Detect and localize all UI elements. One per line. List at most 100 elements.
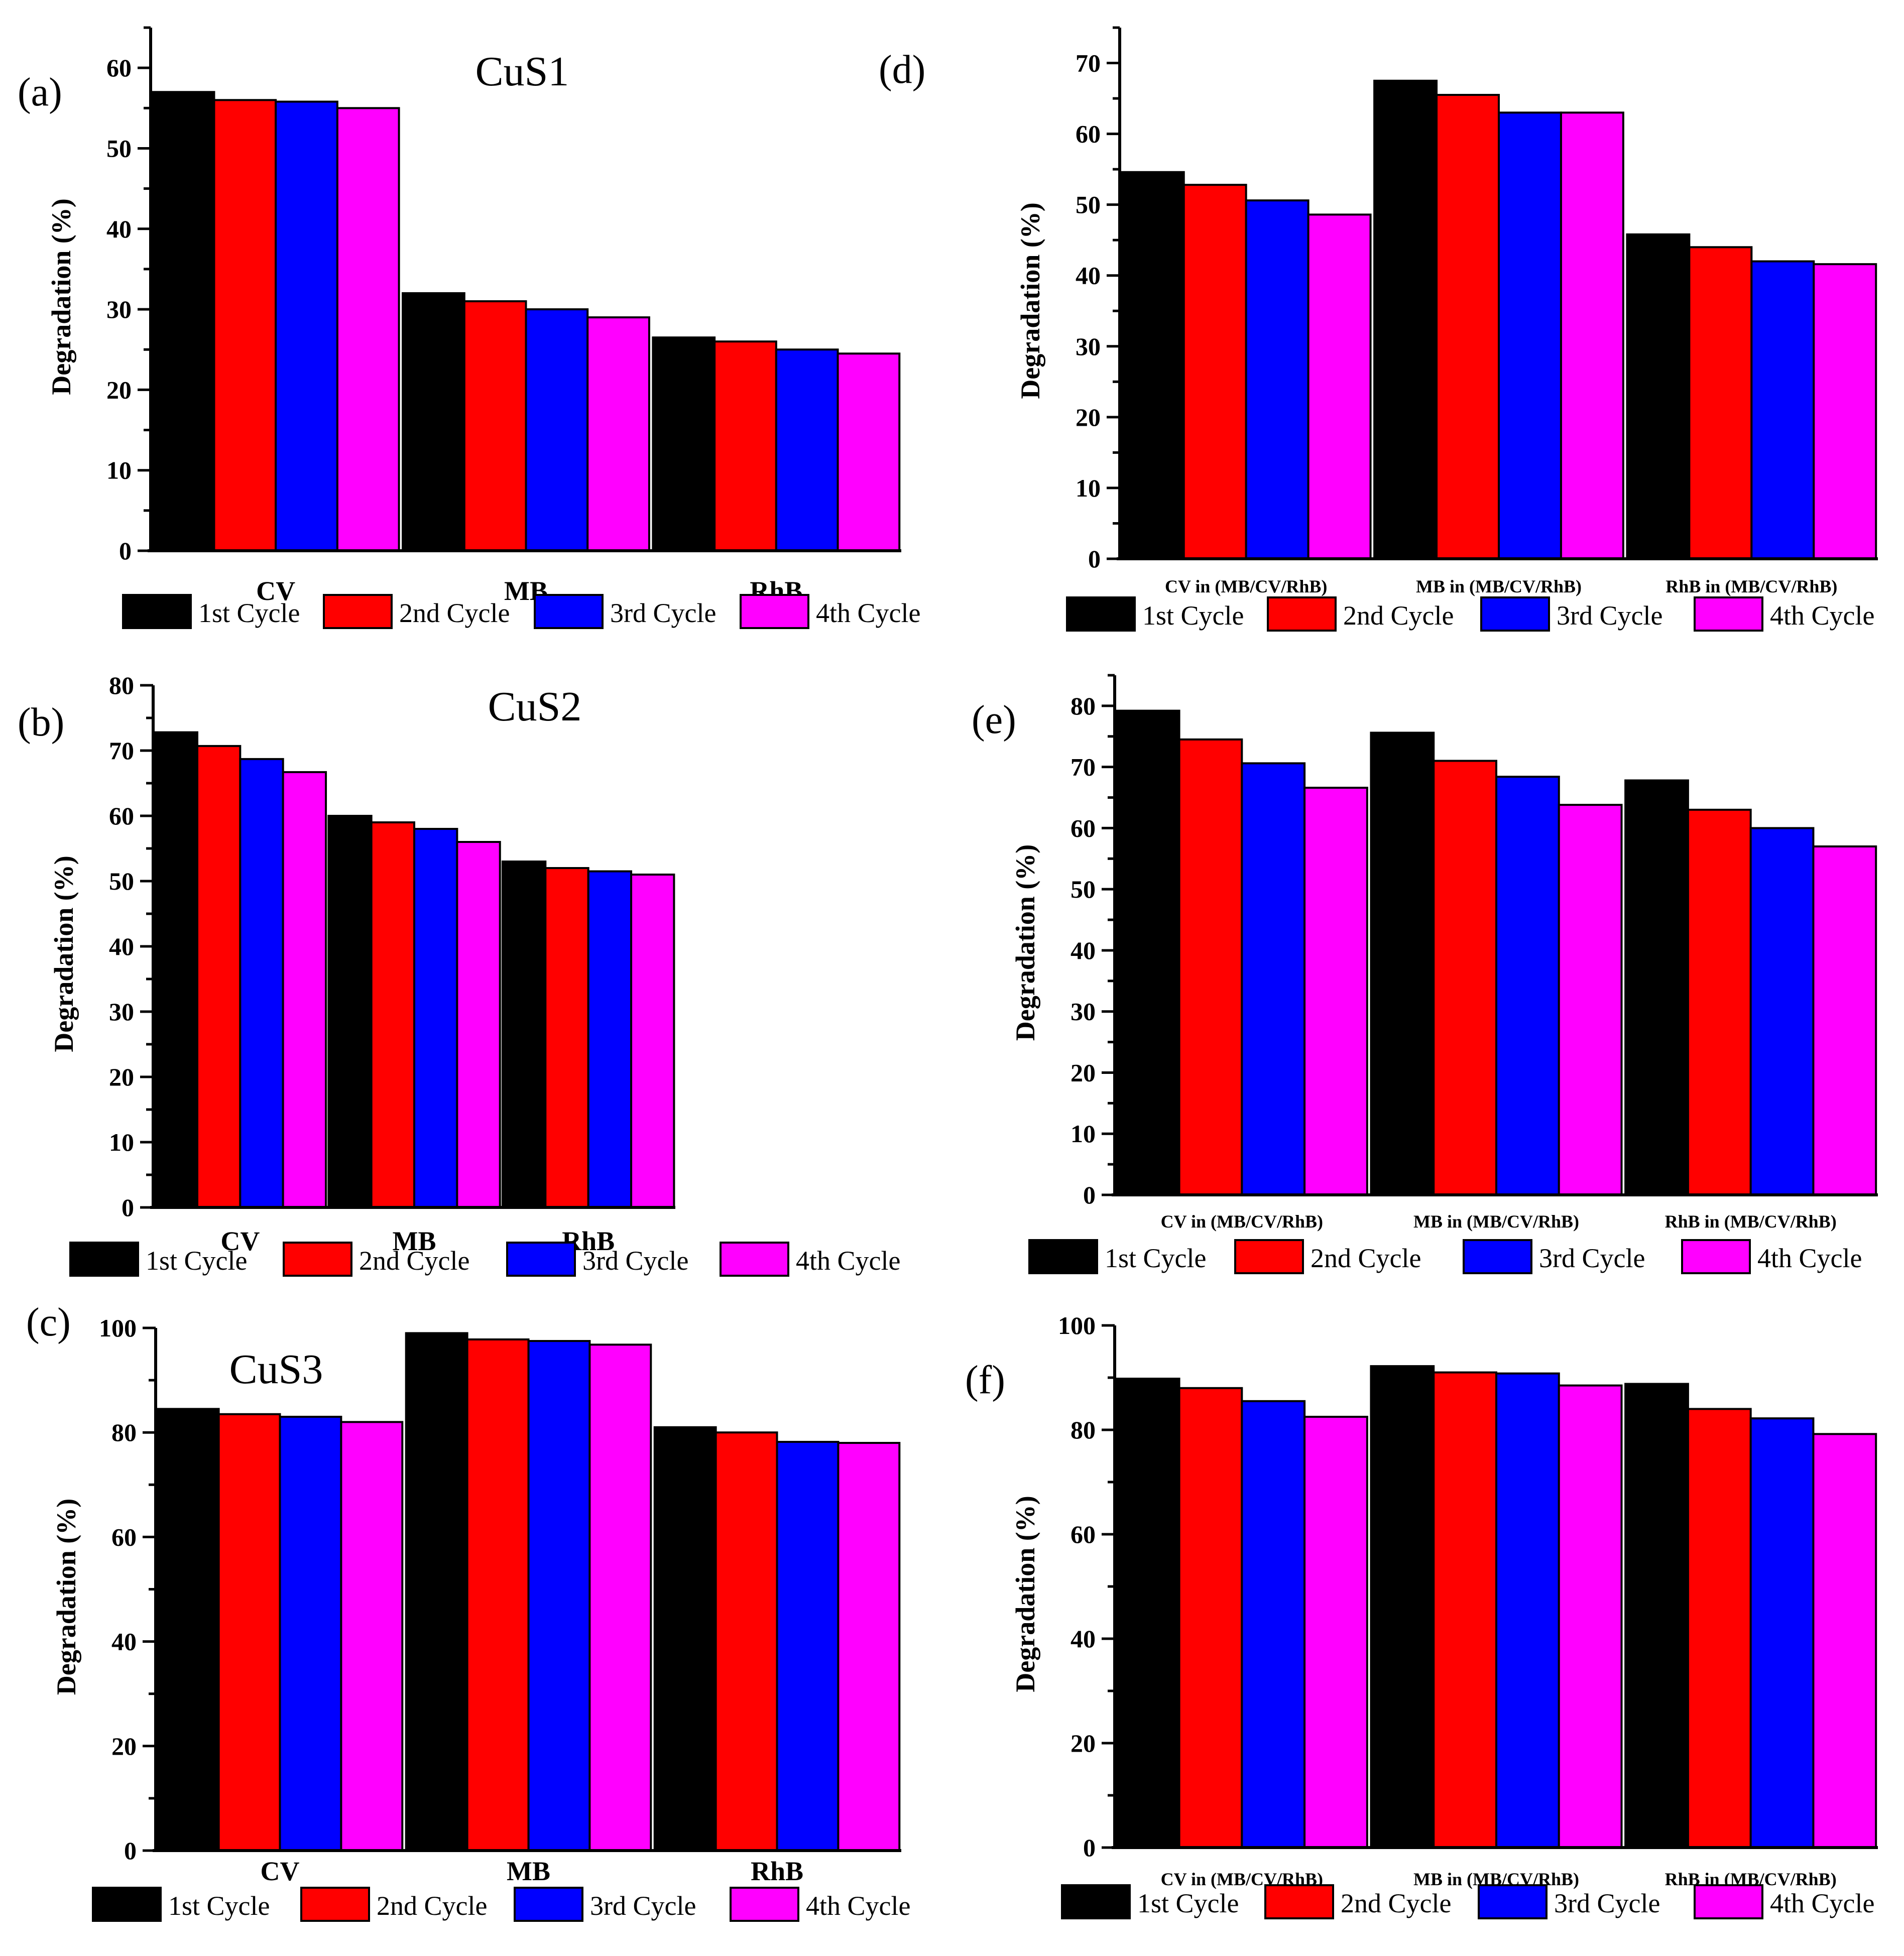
legend-swatch-1 xyxy=(1061,1884,1131,1919)
y-axis-title: Degradation (%) xyxy=(51,1499,81,1695)
bar-a-4th-cycle-0 xyxy=(336,107,400,552)
bar-b-3rd-cycle-1 xyxy=(413,828,458,1208)
bar-f-3rd-cycle-1 xyxy=(1495,1372,1560,1849)
bar-f-2nd-cycle-1 xyxy=(1433,1371,1498,1849)
legend-label-3: 3rd Cycle xyxy=(582,1246,688,1276)
bar-a-1st-cycle-0 xyxy=(151,91,215,552)
legend-swatch-3 xyxy=(1463,1239,1532,1274)
y-axis-title: Degradation (%) xyxy=(1015,202,1045,399)
bar-e-3rd-cycle-1 xyxy=(1495,776,1560,1196)
y-tick-label: 80 xyxy=(1070,692,1096,720)
bar-f-3rd-cycle-0 xyxy=(1241,1400,1306,1849)
bar-d-1st-cycle-1 xyxy=(1373,79,1438,560)
legend-swatch-1 xyxy=(69,1242,139,1277)
bar-a-4th-cycle-1 xyxy=(586,316,650,552)
bar-e-2nd-cycle-0 xyxy=(1178,738,1243,1196)
panel-title: CuS2 xyxy=(488,683,582,730)
bar-a-3rd-cycle-2 xyxy=(775,348,839,552)
y-tick-label: 20 xyxy=(1070,1058,1096,1086)
bar-c-3rd-cycle-2 xyxy=(776,1440,840,1852)
bar-f-1st-cycle-1 xyxy=(1370,1365,1435,1849)
y-tick-label: 20 xyxy=(1076,403,1101,431)
bar-e-2nd-cycle-2 xyxy=(1687,808,1752,1196)
y-tick-label: 50 xyxy=(109,867,134,895)
legend-swatch-3 xyxy=(506,1242,576,1277)
bar-e-3rd-cycle-0 xyxy=(1241,762,1306,1196)
y-tick-label: 30 xyxy=(106,295,132,323)
y-tick-label: 60 xyxy=(1070,814,1096,842)
legend-label-2: 2nd Cycle xyxy=(399,598,510,628)
bar-a-2nd-cycle-0 xyxy=(213,99,277,552)
legend-swatch-1 xyxy=(122,594,192,629)
legend-swatch-3 xyxy=(534,594,604,629)
panel-label: (b) xyxy=(18,700,64,745)
bar-b-4th-cycle-0 xyxy=(282,771,327,1208)
y-axis-title: Degradation (%) xyxy=(46,198,76,395)
y-tick-label: 80 xyxy=(111,1418,137,1446)
bar-e-2nd-cycle-1 xyxy=(1433,760,1498,1196)
legend-label-2: 2nd Cycle xyxy=(377,1891,487,1921)
bar-c-2nd-cycle-2 xyxy=(715,1431,778,1852)
legend-swatch-4 xyxy=(720,1242,789,1277)
legend-label-4: 4th Cycle xyxy=(816,598,920,628)
y-tick-label: 70 xyxy=(109,737,134,765)
y-tick-label: 80 xyxy=(109,671,134,699)
bar-f-4th-cycle-2 xyxy=(1812,1433,1877,1849)
bar-e-4th-cycle-1 xyxy=(1558,804,1623,1196)
bar-c-1st-cycle-1 xyxy=(405,1332,468,1852)
x-category-label: MB xyxy=(507,1856,550,1886)
bar-d-2nd-cycle-2 xyxy=(1688,246,1753,560)
legend-label-4: 4th Cycle xyxy=(1770,600,1874,631)
x-category-label: CV xyxy=(261,1856,300,1886)
legend-swatch-3 xyxy=(514,1887,583,1922)
chart-panel-b: (b) CuS2 0 10 20 30 40 50 60 70 80 Degradation (%) C… xyxy=(18,671,900,1277)
bar-c-2nd-cycle-1 xyxy=(466,1338,530,1852)
y-tick-label: 50 xyxy=(106,134,132,162)
y-tick-label: 20 xyxy=(106,376,132,404)
legend-label-3: 3rd Cycle xyxy=(610,598,716,628)
chart-panel-e: (e) 0 10 20 30 40 50 60 70 80 Degradation (%) CV in… xyxy=(972,674,1878,1274)
legend-label-2: 2nd Cycle xyxy=(1311,1243,1421,1273)
y-tick-label: 10 xyxy=(106,456,132,484)
bar-f-1st-cycle-2 xyxy=(1624,1383,1689,1849)
x-category-label: CV xyxy=(256,576,295,606)
bar-d-1st-cycle-0 xyxy=(1120,171,1185,560)
bar-c-2nd-cycle-0 xyxy=(217,1413,281,1852)
legend-label-2: 2nd Cycle xyxy=(1341,1888,1451,1918)
bar-c-3rd-cycle-1 xyxy=(527,1340,591,1852)
legend-swatch-2 xyxy=(1267,596,1337,632)
y-tick-label: 20 xyxy=(109,1063,134,1091)
panel-label: (c) xyxy=(26,1300,71,1344)
legend-label-1: 1st Cycle xyxy=(146,1246,247,1276)
bar-d-2nd-cycle-1 xyxy=(1436,94,1500,560)
panel-label: (a) xyxy=(18,70,62,114)
bar-e-1st-cycle-2 xyxy=(1624,779,1689,1196)
legend-label-3: 3rd Cycle xyxy=(1557,600,1662,631)
legend: 1st Cycle 2nd Cycle 3rd Cycle 4th Cycle xyxy=(69,1242,900,1277)
bar-a-2nd-cycle-1 xyxy=(463,300,527,552)
legend: 1st Cycle 2nd Cycle 3rd Cycle 4th Cycle xyxy=(92,1887,910,1922)
bar-d-1st-cycle-2 xyxy=(1626,233,1691,560)
legend-label-4: 4th Cycle xyxy=(1770,1888,1874,1918)
bar-b-2nd-cycle-2 xyxy=(544,867,589,1208)
bar-c-1st-cycle-0 xyxy=(156,1408,220,1852)
y-tick-label: 40 xyxy=(1070,1625,1096,1653)
bar-e-1st-cycle-0 xyxy=(1115,709,1180,1196)
bar-a-4th-cycle-2 xyxy=(837,352,901,552)
legend-label-2: 2nd Cycle xyxy=(359,1246,469,1276)
y-tick-label: 40 xyxy=(106,215,132,243)
legend-swatch-2 xyxy=(323,594,393,629)
bar-c-3rd-cycle-0 xyxy=(279,1415,342,1852)
y-tick-label: 30 xyxy=(109,998,134,1026)
bar-b-1st-cycle-2 xyxy=(501,861,547,1208)
bar-b-2nd-cycle-0 xyxy=(196,745,242,1208)
y-tick-label: 60 xyxy=(106,54,132,82)
x-category-label: RhB in (MB/CV/RhB) xyxy=(1665,1211,1837,1232)
y-axis-title: Degradation (%) xyxy=(1010,844,1040,1041)
y-tick-label: 0 xyxy=(124,1837,137,1865)
y-tick-label: 100 xyxy=(99,1314,137,1342)
bar-c-4th-cycle-1 xyxy=(588,1343,652,1852)
y-tick-label: 80 xyxy=(1070,1416,1096,1444)
panel-label: (d) xyxy=(879,48,925,92)
